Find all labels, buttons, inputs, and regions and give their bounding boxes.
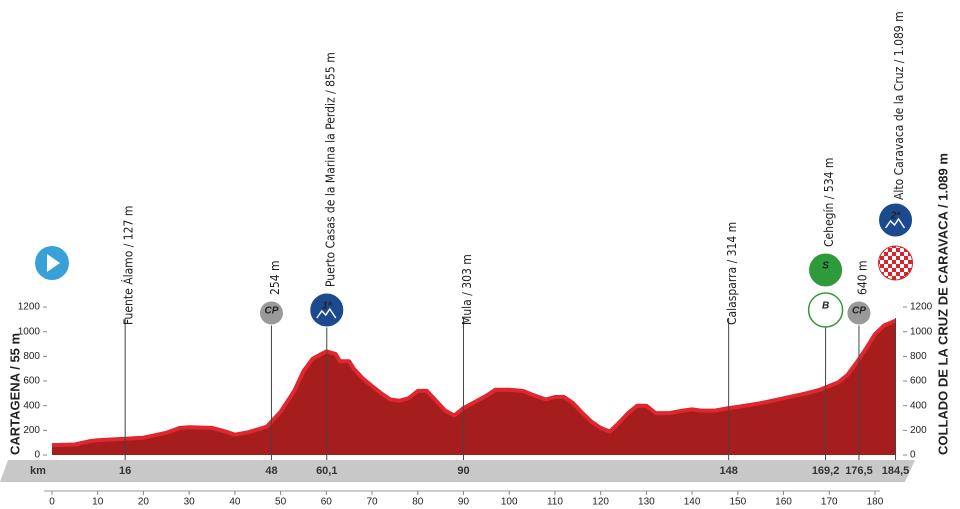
- waypoint-label: Alto Caravaca de la Cruz / 1.089 m: [892, 11, 906, 200]
- x-tick-label: 30: [184, 497, 196, 508]
- badge: [258, 300, 284, 326]
- waypoint-label: Mula / 303 m: [460, 254, 474, 325]
- km-label: 90: [457, 465, 469, 477]
- profile-edge: [51, 318, 897, 448]
- x-tick-label: 50: [275, 497, 287, 508]
- x-tick-label: 170: [821, 497, 838, 508]
- km-strip: [0, 460, 915, 482]
- y-tick-label-right: 1000: [910, 326, 933, 337]
- finish-label: COLLADO DE LA CRUZ DE CARAVACA / 1.089 m: [935, 153, 950, 455]
- badge: [846, 300, 872, 326]
- waypoint-label: Puerto Casas de la Marina la Perdiz / 85…: [323, 52, 337, 287]
- x-tick-label: 180: [867, 497, 884, 508]
- y-tick-label: 1200: [18, 302, 41, 313]
- waypoint-label: Cehegín / 534 m: [822, 158, 836, 247]
- x-tick-label: 90: [458, 497, 470, 508]
- x-tick-label: 0: [49, 497, 55, 508]
- badge-text: 1ª: [322, 301, 332, 312]
- profile-area: [52, 320, 896, 455]
- x-tick-label: 110: [547, 497, 563, 508]
- waypoint-label: 254 m: [268, 260, 282, 295]
- y-tick-label-right: 400: [910, 400, 927, 411]
- badge-text: B: [822, 301, 829, 312]
- badge: [807, 292, 844, 328]
- badge: [878, 202, 914, 238]
- km-label: 148: [719, 465, 737, 477]
- waypoint-label: Calasparra / 314 m: [725, 222, 739, 325]
- x-tick-label: 100: [501, 497, 518, 508]
- km-caption: km: [30, 465, 46, 477]
- x-tick-label: 150: [729, 497, 746, 508]
- x-tick-label: 40: [229, 497, 241, 508]
- badge-mountain: [316, 307, 337, 319]
- y-tick-label-right: 800: [910, 351, 927, 362]
- x-tick-label: 120: [592, 497, 609, 508]
- y-tick-label: 200: [23, 425, 40, 436]
- x-tick-label: 160: [775, 497, 792, 508]
- badge-text: 2ª: [890, 211, 901, 222]
- start-label: CARTAGENA / 55 m: [7, 333, 22, 455]
- km-label: 176,5: [845, 465, 873, 477]
- x-tick-label: 60: [321, 497, 333, 508]
- badge-text: CP: [265, 306, 279, 317]
- x-tick-label: 80: [412, 497, 424, 508]
- x-tick-label: 130: [638, 497, 655, 508]
- x-tick-label: 70: [366, 497, 378, 508]
- x-tick-label: 10: [92, 497, 104, 508]
- y-tick-label-right: 1200: [910, 302, 933, 313]
- y-tick-label-right: 600: [910, 376, 927, 387]
- badge-text: CP: [852, 306, 866, 317]
- km-label: 48: [265, 465, 277, 477]
- waypoint-label: Fuente Álamo / 127 m: [121, 206, 136, 325]
- badge-mountain: [884, 217, 906, 229]
- y-tick-label: 600: [23, 376, 40, 387]
- start-arrow: [47, 254, 60, 272]
- x-tick-label: 20: [138, 497, 150, 508]
- km-label: 60,1: [316, 465, 337, 477]
- km-label: 184,5: [882, 465, 910, 477]
- badge-text: S: [822, 261, 829, 272]
- x-tick-label: 140: [684, 497, 701, 508]
- y-tick-label: 1000: [18, 326, 41, 337]
- badge: [309, 292, 345, 328]
- y-tick-label-right: 0: [910, 450, 916, 461]
- waypoint-label: 640 m: [855, 260, 869, 295]
- y-tick-label: 400: [23, 400, 40, 411]
- badge: [808, 252, 844, 288]
- km-label: 16: [119, 465, 131, 477]
- y-tick-label-right: 200: [910, 425, 927, 436]
- km-label: 169,2: [812, 465, 840, 477]
- y-tick-label: 800: [23, 351, 40, 362]
- y-tick-label: 0: [34, 450, 40, 461]
- finish-icon: [878, 245, 914, 281]
